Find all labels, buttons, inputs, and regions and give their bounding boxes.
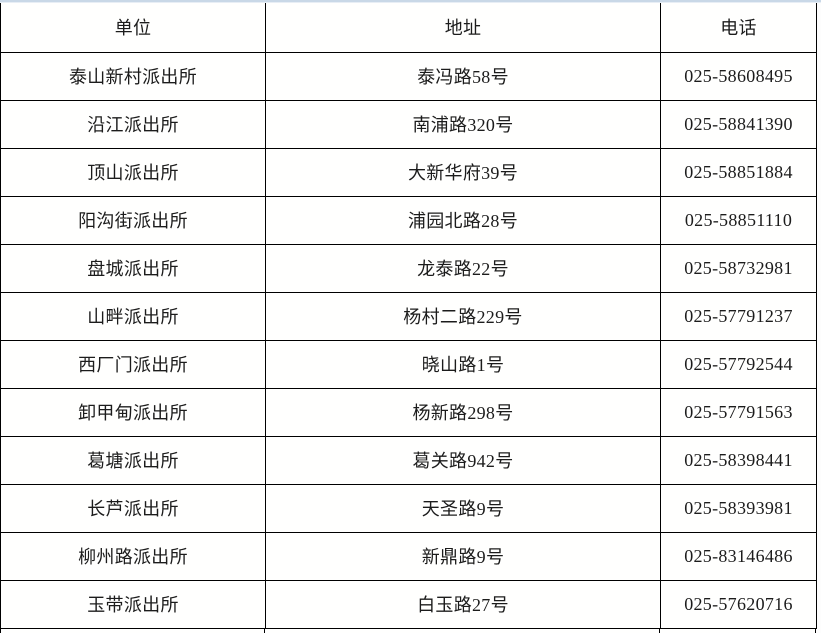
page-top-border bbox=[0, 0, 821, 3]
table-row: 沿江派出所 南浦路320号 025-58841390 bbox=[0, 99, 817, 149]
address-cell: 新鼎路9号 bbox=[265, 531, 661, 581]
address-cell: 龙泰路22号 bbox=[265, 243, 661, 293]
phone-cell: 025-58732981 bbox=[660, 243, 817, 293]
address-cell: 天圣路9号 bbox=[265, 483, 661, 533]
table-row: 盘城派出所 龙泰路22号 025-58732981 bbox=[0, 243, 817, 293]
cutoff-cell bbox=[265, 628, 660, 633]
unit-cell: 柳州路派出所 bbox=[0, 531, 266, 581]
unit-cell: 西厂门派出所 bbox=[0, 339, 266, 389]
table-row: 西厂门派出所 晓山路1号 025-57792544 bbox=[0, 339, 817, 389]
phone-cell: 025-57620716 bbox=[660, 579, 817, 629]
table-row: 顶山派出所 大新华府39号 025-58851884 bbox=[0, 147, 817, 197]
phone-cell: 025-58608495 bbox=[660, 51, 817, 101]
header-phone: 电话 bbox=[660, 3, 817, 53]
address-cell: 泰冯路58号 bbox=[265, 51, 661, 101]
unit-cell: 长芦派出所 bbox=[0, 483, 266, 533]
unit-cell: 山畔派出所 bbox=[0, 291, 266, 341]
table-row: 泰山新村派出所 泰冯路58号 025-58608495 bbox=[0, 51, 817, 101]
table-row: 葛塘派出所 葛关路942号 025-58398441 bbox=[0, 435, 817, 485]
address-cell: 葛关路942号 bbox=[265, 435, 661, 485]
phone-cell: 025-57791237 bbox=[660, 291, 817, 341]
table-row: 山畔派出所 杨村二路229号 025-57791237 bbox=[0, 291, 817, 341]
table-row: 卸甲甸派出所 杨新路298号 025-57791563 bbox=[0, 387, 817, 437]
table-row: 长芦派出所 天圣路9号 025-58393981 bbox=[0, 483, 817, 533]
table-row: 柳州路派出所 新鼎路9号 025-83146486 bbox=[0, 531, 817, 581]
phone-cell: 025-57791563 bbox=[660, 387, 817, 437]
table-header-row: 单位 地址 电话 bbox=[0, 3, 817, 53]
unit-cell: 泰山新村派出所 bbox=[0, 51, 266, 101]
phone-cell: 025-57792544 bbox=[660, 339, 817, 389]
address-cell: 白玉路27号 bbox=[265, 579, 661, 629]
phone-cell: 025-58841390 bbox=[660, 99, 817, 149]
address-cell: 杨村二路229号 bbox=[265, 291, 661, 341]
unit-cell: 顶山派出所 bbox=[0, 147, 266, 197]
phone-cell: 025-58393981 bbox=[660, 483, 817, 533]
phone-cell: 025-58851884 bbox=[660, 147, 817, 197]
address-cell: 杨新路298号 bbox=[265, 387, 661, 437]
cutoff-cell bbox=[0, 628, 265, 633]
table-row: 阳沟街派出所 浦园北路28号 025-58851110 bbox=[0, 195, 817, 245]
address-cell: 南浦路320号 bbox=[265, 99, 661, 149]
unit-cell: 沿江派出所 bbox=[0, 99, 266, 149]
phone-cell: 025-58398441 bbox=[660, 435, 817, 485]
unit-cell: 葛塘派出所 bbox=[0, 435, 266, 485]
cutoff-next-row bbox=[0, 628, 816, 633]
header-unit: 单位 bbox=[0, 3, 266, 53]
cutoff-cell bbox=[660, 628, 816, 633]
unit-cell: 卸甲甸派出所 bbox=[0, 387, 266, 437]
police-station-table: 单位 地址 电话 泰山新村派出所 泰冯路58号 025-58608495 沿江派出所南… bbox=[0, 3, 817, 629]
header-address: 地址 bbox=[265, 3, 661, 53]
address-cell: 晓山路1号 bbox=[265, 339, 661, 389]
phone-cell: 025-83146486 bbox=[660, 531, 817, 581]
unit-cell: 玉带派出所 bbox=[0, 579, 266, 629]
address-cell: 浦园北路28号 bbox=[265, 195, 661, 245]
unit-cell: 阳沟街派出所 bbox=[0, 195, 266, 245]
unit-cell: 盘城派出所 bbox=[0, 243, 266, 293]
phone-cell: 025-58851110 bbox=[660, 195, 817, 245]
table-row: 玉带派出所 白玉路27号 025-57620716 bbox=[0, 579, 817, 629]
table-body: 泰山新村派出所 泰冯路58号 025-58608495 沿江派出所 南浦路320号 025… bbox=[0, 51, 817, 629]
address-cell: 大新华府39号 bbox=[265, 147, 661, 197]
